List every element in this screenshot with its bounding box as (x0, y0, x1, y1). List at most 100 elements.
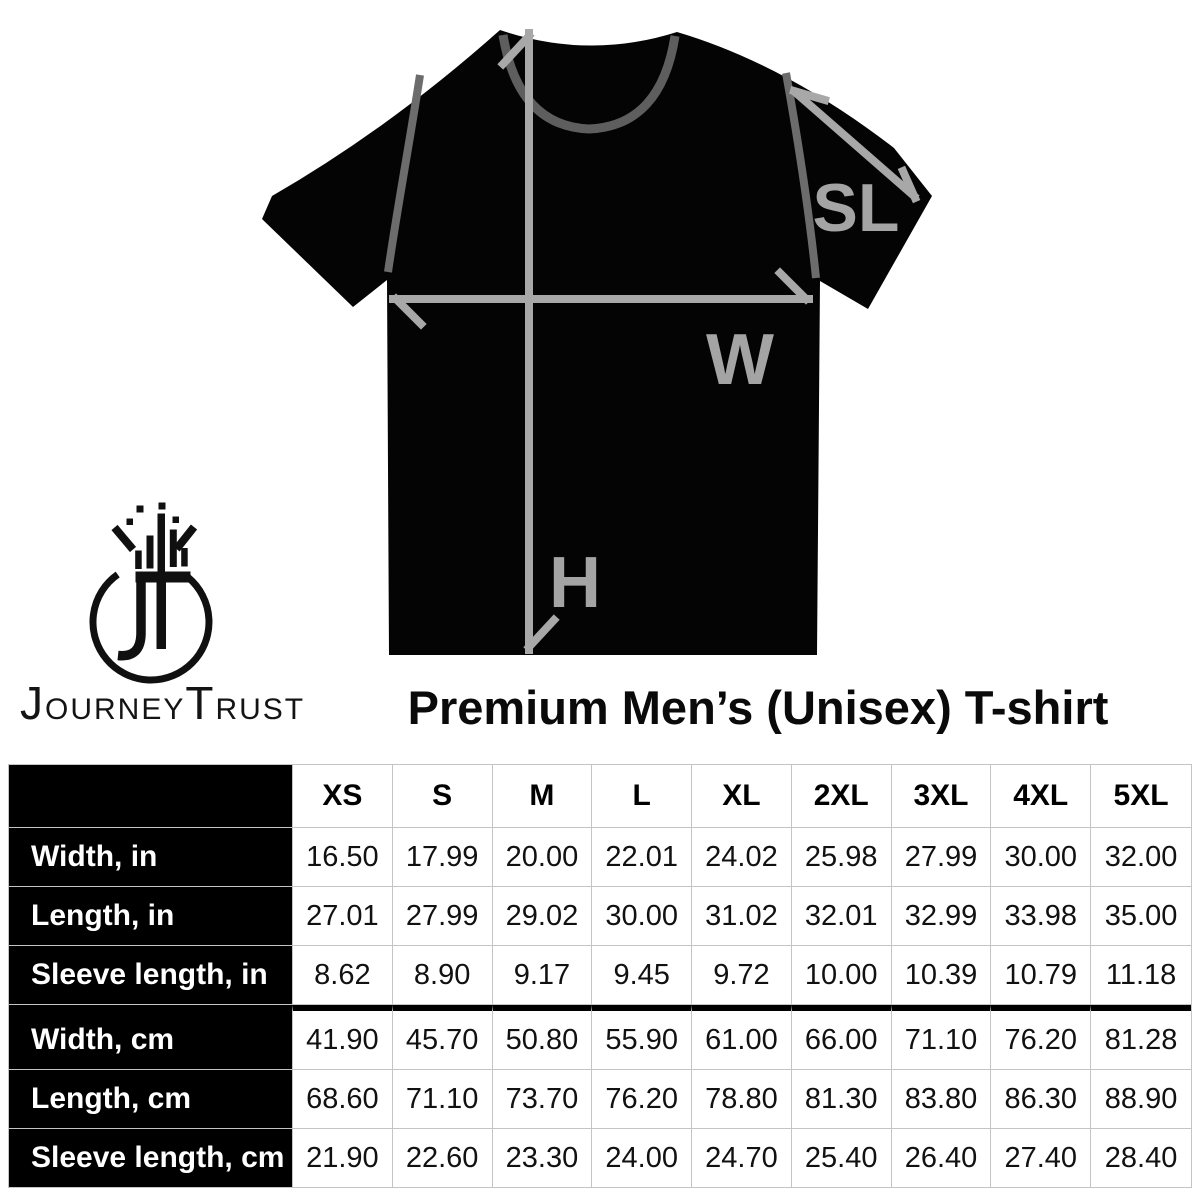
value-cell: 32.99 (891, 887, 992, 946)
value-cell: 24.02 (692, 828, 792, 887)
value-cell: 30.00 (991, 828, 1092, 887)
table-row: Length, cm 68.60 71.10 73.70 76.20 78.80 81.30… (9, 1070, 1191, 1129)
size-chart-table: XS S M L XL 2XL 3XL 4XL 5XL Width, in 16.50 17.99 2… (8, 764, 1192, 1188)
value-cell: 32.01 (791, 887, 892, 946)
value-cell: 33.98 (991, 887, 1092, 946)
left-sleeve-seam (384, 74, 424, 273)
value-cell: 20.00 (492, 828, 593, 887)
value-cell: 21.90 (293, 1129, 393, 1187)
journeytrust-wordmark: J OURNEY T RUST (20, 676, 305, 730)
value-cell: 61.00 (692, 1005, 792, 1070)
wordmark-initial-j: J (20, 677, 45, 729)
size-header-4XL: 4XL (991, 765, 1092, 828)
tshirt-silhouette (262, 30, 932, 655)
value-cell: 24.70 (692, 1129, 792, 1187)
value-cell: 86.30 (991, 1070, 1092, 1129)
size-header-2XL: 2XL (791, 765, 892, 828)
value-cell: 27.99 (891, 828, 992, 887)
wordmark-rust: RUST (215, 693, 306, 726)
value-cell: 41.90 (293, 1005, 393, 1070)
value-cell: 17.99 (392, 828, 493, 887)
width-label: W (706, 320, 774, 400)
value-cell: 8.62 (293, 946, 393, 1005)
emblem-burst (126, 502, 188, 572)
value-cell: 83.80 (891, 1070, 992, 1129)
sleeve-measure-arrow (789, 86, 921, 204)
value-cell: 55.90 (592, 1005, 693, 1070)
value-cell: 25.40 (792, 1129, 892, 1187)
row-label: Sleeve length, cm (9, 1129, 293, 1187)
value-cell: 76.20 (991, 1005, 1092, 1070)
height-measure-arrow (497, 29, 560, 654)
value-cell: 10.79 (991, 946, 1092, 1005)
table-row: Sleeve length, in 8.62 8.90 9.17 9.45 9.72 10.… (9, 946, 1191, 1005)
height-label: H (549, 543, 601, 623)
table-row: Sleeve length, cm 21.90 22.60 23.30 24.00 24.… (9, 1129, 1191, 1187)
emblem-burst-diagonals (111, 524, 198, 553)
value-cell: 45.70 (392, 1005, 493, 1070)
value-cell: 27.99 (392, 887, 493, 946)
row-label: Length, in (9, 887, 293, 946)
width-measure-arrow (389, 267, 813, 330)
size-header-XS: XS (293, 765, 393, 828)
value-cell: 88.90 (1091, 1070, 1191, 1129)
sleeve-label: SL (813, 170, 900, 246)
value-cell: 76.20 (592, 1070, 693, 1129)
right-sleeve-seam (782, 72, 820, 279)
value-cell: 68.60 (293, 1070, 393, 1129)
value-cell: 27.40 (991, 1129, 1092, 1187)
value-cell: 10.00 (791, 946, 892, 1005)
size-header-row: XS S M L XL 2XL 3XL 4XL 5XL (9, 765, 1191, 828)
value-cell: 30.00 (592, 887, 693, 946)
value-cell: 50.80 (492, 1005, 593, 1070)
value-cell: 22.60 (393, 1129, 493, 1187)
journeytrust-logo-emblem (89, 502, 213, 684)
emblem-circle (89, 571, 213, 684)
size-header-M: M (492, 765, 593, 828)
row-label: Width, cm (9, 1005, 293, 1070)
size-header-S: S (392, 765, 493, 828)
jt-monogram (117, 571, 191, 661)
wordmark-initial-t: T (185, 677, 216, 729)
value-cell: 73.70 (492, 1070, 593, 1129)
value-cell: 25.98 (791, 828, 892, 887)
value-cell: 81.28 (1091, 1005, 1191, 1070)
size-header-5XL: 5XL (1091, 765, 1191, 828)
value-cell: 9.45 (592, 946, 693, 1005)
collar-outline (498, 34, 680, 134)
value-cell: 8.90 (392, 946, 493, 1005)
value-cell: 71.10 (392, 1070, 493, 1129)
size-header-L: L (592, 765, 693, 828)
wordmark-ourney: OURNEY (45, 693, 186, 726)
value-cell: 22.01 (592, 828, 693, 887)
value-cell: 32.00 (1091, 828, 1191, 887)
value-cell: 35.00 (1091, 887, 1191, 946)
corner-cell (9, 765, 293, 828)
table-row: Length, in 27.01 27.99 29.02 30.00 31.02 32.01… (9, 887, 1191, 946)
row-label: Width, in (9, 828, 293, 887)
value-cell: 9.72 (692, 946, 792, 1005)
table-row: Width, in 16.50 17.99 20.00 22.01 24.02 25.98 2… (9, 828, 1191, 887)
value-cell: 10.39 (891, 946, 992, 1005)
size-header-3XL: 3XL (891, 765, 992, 828)
value-cell: 81.30 (791, 1070, 892, 1129)
value-cell: 24.00 (592, 1129, 693, 1187)
value-cell: 28.40 (1104, 1141, 1178, 1174)
value-cell: 16.50 (293, 828, 393, 887)
value-cell: 29.02 (492, 887, 593, 946)
size-table-body: Width, in 16.50 17.99 20.00 22.01 24.02 25.98 2… (9, 828, 1191, 1187)
value-cell: 78.80 (692, 1070, 792, 1129)
size-header-XL: XL (692, 765, 792, 828)
value-cell: 23.30 (493, 1129, 593, 1187)
value-cell: 11.18 (1091, 946, 1191, 1005)
product-title: Premium Men’s (Unisex) T-shirt (407, 681, 1109, 734)
value-cell: 9.17 (492, 946, 593, 1005)
value-cell: 27.01 (293, 887, 393, 946)
value-cell: 71.10 (891, 1005, 992, 1070)
row-label: Sleeve length, in (9, 946, 293, 1005)
value-cell: 66.00 (791, 1005, 892, 1070)
row-label: Length, cm (9, 1070, 293, 1129)
tshirt-measurement-diagram: H W SL (262, 29, 932, 655)
table-row: Width, cm 41.90 45.70 50.80 55.90 61.00 66.00 7… (9, 1005, 1191, 1070)
